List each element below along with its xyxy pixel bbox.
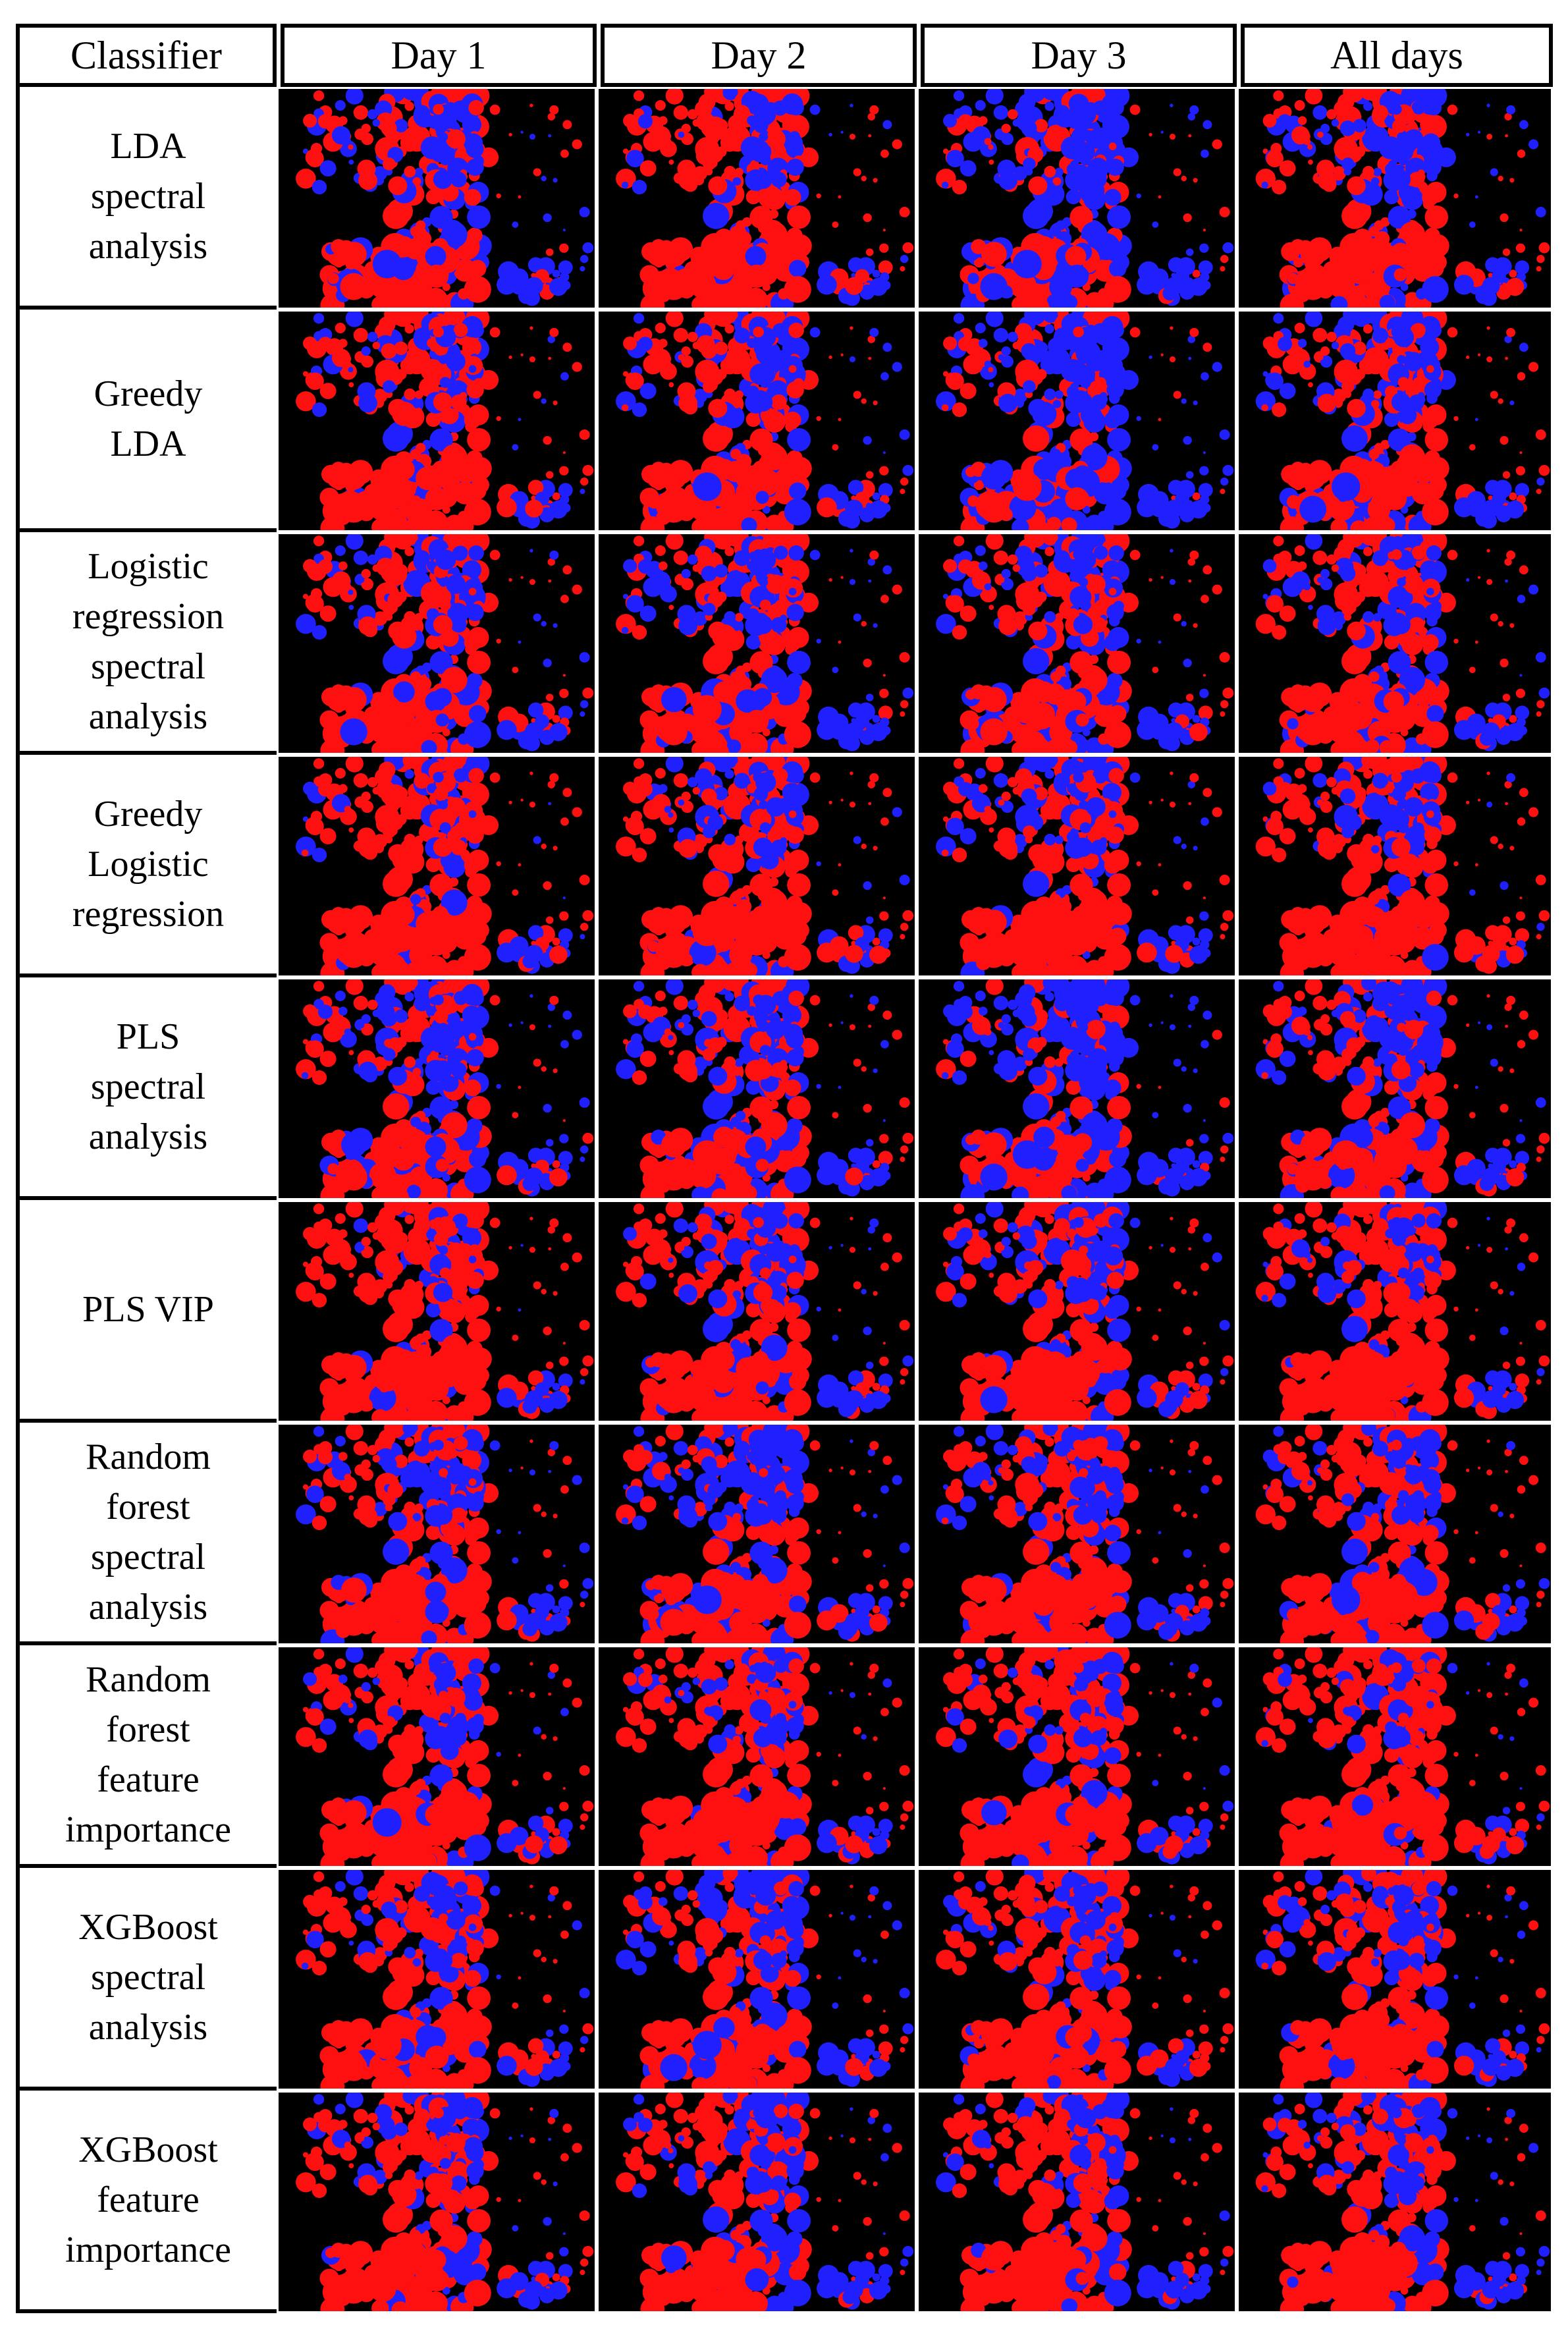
classification-map-day-2 (597, 310, 917, 532)
classification-map-all-days (1237, 1868, 1553, 2091)
classification-map-day-1 (277, 1423, 597, 1645)
classification-map-day-3 (917, 1423, 1237, 1645)
classification-map-day-3 (917, 977, 1237, 1200)
classification-map-day-1 (277, 532, 597, 755)
classification-map-day-2 (597, 532, 917, 755)
classification-map-all-days (1237, 977, 1553, 1200)
classification-map-day-1 (277, 977, 597, 1200)
classification-map-day-2 (597, 1645, 917, 1868)
classification-map-day-3 (917, 755, 1237, 977)
row-label: Random forest feature importance (16, 1645, 277, 1868)
classification-map-all-days (1237, 1200, 1553, 1423)
classification-map-day-3 (917, 1868, 1237, 2091)
header-day-1: Day 1 (281, 24, 597, 87)
header-day-2: Day 2 (601, 24, 917, 87)
classification-map-day-3 (917, 532, 1237, 755)
row-label: Greedy LDA (16, 310, 277, 532)
classification-map-day-1 (277, 755, 597, 977)
classification-map-day-1 (277, 2091, 597, 2313)
row-label: PLS VIP (16, 1200, 277, 1423)
classification-map-day-3 (917, 1645, 1237, 1868)
classification-map-all-days (1237, 310, 1553, 532)
row-label: PLS spectral analysis (16, 977, 277, 1200)
row-label: XGBoost feature importance (16, 2091, 277, 2313)
classification-map-day-3 (917, 310, 1237, 532)
classification-map-day-2 (597, 1423, 917, 1645)
row-label: XGBoost spectral analysis (16, 1868, 277, 2091)
classification-map-day-1 (277, 310, 597, 532)
classification-map-all-days (1237, 532, 1553, 755)
classification-map-all-days (1237, 1423, 1553, 1645)
row-label: LDA spectral analysis (16, 87, 277, 310)
header-day-3: Day 3 (921, 24, 1237, 87)
classification-map-day-1 (277, 87, 597, 310)
row-label: Random forest spectral analysis (16, 1423, 277, 1645)
classifier-comparison-figure: Classifier Day 1 Day 2 Day 3 All days LD… (16, 24, 1553, 2316)
row-label: Logistic regression spectral analysis (16, 532, 277, 755)
classification-map-day-2 (597, 977, 917, 1200)
classification-map-all-days (1237, 2091, 1553, 2313)
classification-map-day-1 (277, 1868, 597, 2091)
header-all-days: All days (1241, 24, 1553, 87)
row-label: Greedy Logistic regression (16, 755, 277, 977)
classification-map-day-2 (597, 755, 917, 977)
classification-map-day-3 (917, 2091, 1237, 2313)
classification-map-day-2 (597, 1868, 917, 2091)
header-classifier: Classifier (16, 24, 277, 87)
classification-map-day-1 (277, 1645, 597, 1868)
classification-map-all-days (1237, 87, 1553, 310)
classification-map-all-days (1237, 755, 1553, 977)
classification-map-day-3 (917, 87, 1237, 310)
classification-map-day-2 (597, 2091, 917, 2313)
classification-map-day-1 (277, 1200, 597, 1423)
classification-map-day-2 (597, 87, 917, 310)
classification-map-day-2 (597, 1200, 917, 1423)
classification-map-day-3 (917, 1200, 1237, 1423)
classification-map-all-days (1237, 1645, 1553, 1868)
